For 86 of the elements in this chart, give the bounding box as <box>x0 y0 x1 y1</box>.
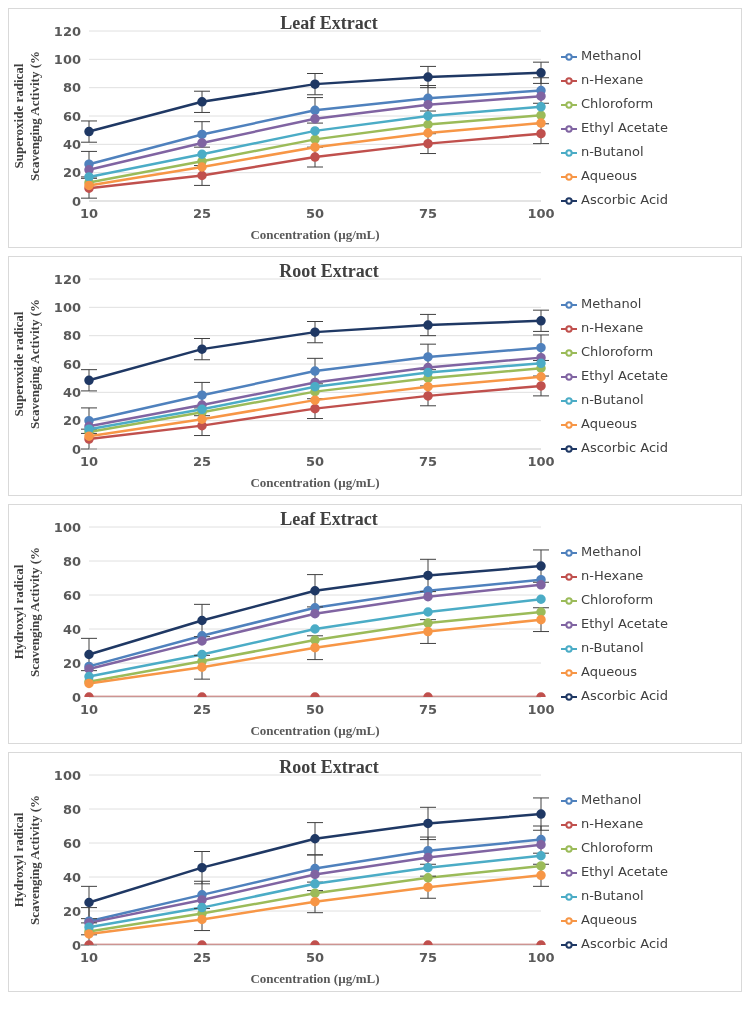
y-axis-title: Superoxide radical Scavenging Activity (% <box>11 299 42 429</box>
x-tick-label: 25 <box>192 206 212 222</box>
y-tick-label: 80 <box>62 553 81 569</box>
legend-label: Ethyl Acetate <box>581 368 668 383</box>
y-tick-label: 20 <box>62 413 81 429</box>
legend-label: Aqueous <box>581 912 638 927</box>
legend-label: Ascorbic Acid <box>581 688 668 703</box>
y-tick-label: 100 <box>53 51 81 67</box>
y-tick-label: 20 <box>62 903 81 919</box>
x-tick-label: 10 <box>79 950 99 966</box>
x-tick-label: 10 <box>79 206 99 222</box>
y-tick-label: 80 <box>62 328 81 344</box>
legend-label: Ethyl Acetate <box>581 616 668 631</box>
legend-label: Chloroform <box>581 840 654 855</box>
x-axis-title: Concentration (µg/mL) <box>250 227 380 242</box>
y-tick-label: 40 <box>62 136 81 152</box>
x-tick-label: 50 <box>305 206 325 222</box>
chart-title: Root Extract <box>278 261 380 282</box>
legend-label: Aqueous <box>581 416 638 431</box>
y-tick-label: 0 <box>71 441 81 457</box>
legend-label: n-Butanol <box>581 392 644 407</box>
x-tick-label: 10 <box>79 702 99 718</box>
x-tick-label: 10 <box>79 454 99 470</box>
y-tick-label: 60 <box>62 835 81 851</box>
chart-title: Root Extract <box>278 757 380 778</box>
x-tick-label: 25 <box>192 702 212 718</box>
y-tick-label: 120 <box>53 23 81 39</box>
legend-label: n-Butanol <box>581 888 644 903</box>
y-tick-label: 0 <box>71 689 81 705</box>
legend-label: Ethyl Acetate <box>581 864 668 879</box>
legend-label: Ethyl Acetate <box>581 120 668 135</box>
legend-label: n-Butanol <box>581 640 644 655</box>
y-tick-label: 20 <box>62 655 81 671</box>
x-tick-label: 75 <box>418 454 438 470</box>
y-tick-label: 100 <box>53 767 81 783</box>
y-tick-label: 60 <box>62 587 81 603</box>
x-tick-label: 25 <box>192 454 212 470</box>
legend-label: Methanol <box>581 544 642 559</box>
x-tick-label: 25 <box>192 950 212 966</box>
legend-label: Ascorbic Acid <box>581 936 668 951</box>
y-axis-title: Hydroxyl radical Scavenging Activity (% <box>11 795 42 925</box>
y-tick-label: 0 <box>71 193 81 209</box>
y-tick-label: 40 <box>62 384 81 400</box>
x-axis-title: Concentration (µg/mL) <box>250 475 380 490</box>
chart-title: Leaf Extract <box>279 13 379 34</box>
y-tick-label: 0 <box>71 937 81 953</box>
legend-label: Chloroform <box>581 344 654 359</box>
y-tick-label: 40 <box>62 621 81 637</box>
legend-label: Chloroform <box>581 96 654 111</box>
legend-label: n-Hexane <box>581 816 644 831</box>
legend-label: n-Butanol <box>581 144 644 159</box>
legend-label: n-Hexane <box>581 568 644 583</box>
x-tick-label: 100 <box>527 206 555 222</box>
x-tick-label: 50 <box>305 702 325 718</box>
y-tick-label: 60 <box>62 108 81 124</box>
x-tick-label: 75 <box>418 950 438 966</box>
x-tick-label: 100 <box>527 950 555 966</box>
x-tick-label: 50 <box>305 454 325 470</box>
y-tick-label: 120 <box>53 271 81 287</box>
legend-label: Methanol <box>581 48 642 63</box>
chart-title: Leaf Extract <box>279 509 379 530</box>
legend-label: Aqueous <box>581 664 638 679</box>
legend-label: Ascorbic Acid <box>581 440 668 455</box>
y-tick-label: 80 <box>62 80 81 96</box>
y-tick-label: 40 <box>62 869 81 885</box>
legend-label: Ascorbic Acid <box>581 192 668 207</box>
y-tick-label: 100 <box>53 299 81 315</box>
y-axis-title: Superoxide radical Scavenging Activity (% <box>11 51 42 181</box>
x-axis-title: Concentration (µg/mL) <box>250 971 380 986</box>
x-tick-label: 75 <box>418 702 438 718</box>
legend-label: n-Hexane <box>581 72 644 87</box>
y-tick-label: 100 <box>53 519 81 535</box>
y-tick-label: 80 <box>62 801 81 817</box>
y-axis-title: Hydroxyl radical Scavenging Activity (% <box>11 547 42 677</box>
x-tick-label: 100 <box>527 454 555 470</box>
y-tick-label: 20 <box>62 165 81 181</box>
y-tick-label: 60 <box>62 356 81 372</box>
x-tick-label: 75 <box>418 206 438 222</box>
legend-label: Aqueous <box>581 168 638 183</box>
legend-label: Chloroform <box>581 592 654 607</box>
x-tick-label: 100 <box>527 702 555 718</box>
x-axis-title: Concentration (µg/mL) <box>250 723 380 738</box>
legend-label: n-Hexane <box>581 320 644 335</box>
legend-label: Methanol <box>581 296 642 311</box>
legend-label: Methanol <box>581 792 642 807</box>
x-tick-label: 50 <box>305 950 325 966</box>
